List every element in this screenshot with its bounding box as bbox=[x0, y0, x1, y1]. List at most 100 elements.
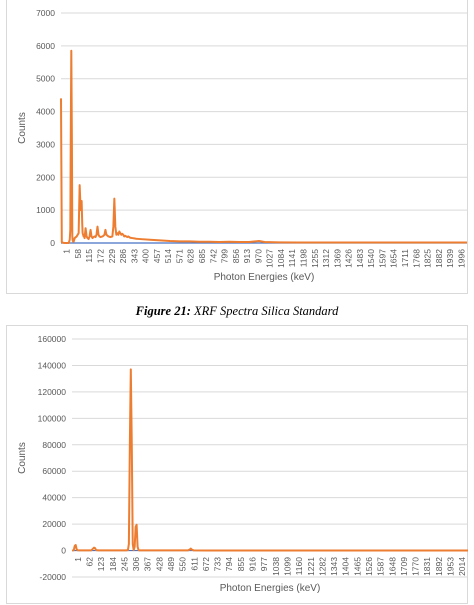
y-tick-label: 0 bbox=[61, 546, 66, 556]
x-tick-label: 1882 bbox=[434, 249, 444, 268]
y-tick-label: 40000 bbox=[42, 493, 66, 503]
x-tick-label: 1709 bbox=[399, 557, 409, 576]
x-tick-label: 1312 bbox=[321, 249, 331, 268]
x-tick-label: 62 bbox=[84, 557, 94, 567]
x-tick-label: 1255 bbox=[310, 249, 320, 268]
x-tick-label: 1426 bbox=[344, 249, 354, 268]
x-tick-label: 685 bbox=[197, 249, 207, 263]
x-tick-label: 1343 bbox=[329, 557, 339, 576]
x-tick-label: 970 bbox=[253, 249, 263, 263]
x-tick-label: 1141 bbox=[287, 249, 297, 268]
x-tick-label: 343 bbox=[129, 249, 139, 263]
x-tick-label: 229 bbox=[107, 249, 117, 263]
y-tick-label: 80000 bbox=[42, 440, 66, 450]
y-axis-title: Counts bbox=[17, 112, 28, 144]
y-tick-label: 2000 bbox=[36, 172, 55, 182]
y-tick-label: 140000 bbox=[38, 360, 67, 370]
x-tick-label: 2014 bbox=[457, 557, 467, 576]
y-axis-title: Counts bbox=[17, 442, 28, 474]
chart-2-container: -20000 0 20000 40000 60000 80000 100000 120000 1… bbox=[6, 325, 468, 604]
x-tick-label: 733 bbox=[213, 557, 223, 571]
x-tick-label: 1027 bbox=[265, 249, 275, 268]
x-tick-label: 1768 bbox=[411, 249, 421, 268]
y-tick-label: 5000 bbox=[36, 74, 55, 84]
chart-2-plot: -20000 0 20000 40000 60000 80000 100000 120000 1… bbox=[17, 334, 468, 594]
x-tick-label: 1892 bbox=[434, 557, 444, 576]
x-tick-label: 628 bbox=[186, 249, 196, 263]
figure-caption-text: XRF Spectra Silica Standard bbox=[194, 304, 339, 318]
x-tick-label: 550 bbox=[178, 557, 188, 571]
x-tick-label: 1587 bbox=[376, 557, 386, 576]
x-tick-label: 672 bbox=[201, 557, 211, 571]
x-tick-label: 1 bbox=[73, 557, 83, 562]
x-tick-label: 489 bbox=[166, 557, 176, 571]
y-tick-label: 4000 bbox=[36, 107, 55, 117]
x-axis-title: Photon Energies (keV) bbox=[214, 272, 315, 283]
x-tick-label: 1483 bbox=[355, 249, 365, 268]
x-tick-label: 115 bbox=[84, 249, 94, 263]
x-tick-label: 1084 bbox=[276, 249, 286, 268]
x-tick-label: 123 bbox=[96, 557, 106, 571]
y-tick-label: -20000 bbox=[40, 572, 67, 582]
x-tick-label: 856 bbox=[231, 249, 241, 263]
x-tick-label: 514 bbox=[163, 249, 173, 263]
y-tick-label: 1000 bbox=[36, 205, 55, 215]
x-tick-label: 58 bbox=[73, 249, 83, 259]
x-tick-label: 794 bbox=[224, 557, 234, 571]
x-tick-label: 1831 bbox=[422, 557, 432, 576]
x-tick-label: 916 bbox=[248, 557, 258, 571]
y-tick-label: 20000 bbox=[42, 519, 66, 529]
x-tick-label: 1711 bbox=[400, 249, 410, 268]
x-tick-label: 1 bbox=[62, 249, 72, 254]
x-tick-label: 1099 bbox=[282, 557, 292, 576]
series-line bbox=[60, 49, 467, 244]
x-tick-label: 1770 bbox=[411, 557, 421, 576]
figure-caption-label: Figure 21: bbox=[135, 304, 191, 318]
x-tick-label: 1465 bbox=[352, 557, 362, 576]
x-tick-label: 1540 bbox=[366, 249, 376, 268]
x-axis-title: Photon Energies (keV) bbox=[220, 583, 321, 594]
figure-caption: Figure 21: XRF Spectra Silica Standard bbox=[0, 304, 474, 319]
x-tick-label: 1282 bbox=[317, 557, 327, 576]
x-tick-label: 799 bbox=[220, 249, 230, 263]
x-tick-label: 286 bbox=[118, 249, 128, 263]
x-tick-label: 611 bbox=[189, 557, 199, 571]
y-tick-label: 3000 bbox=[36, 139, 55, 149]
y-tick-label: 0 bbox=[50, 238, 55, 248]
x-tick-label: 1221 bbox=[306, 557, 316, 576]
y-tick-label: 7000 bbox=[36, 8, 55, 18]
x-tick-label: 1369 bbox=[332, 249, 342, 268]
x-tick-label: 1825 bbox=[423, 249, 433, 268]
x-tick-label: 1404 bbox=[341, 557, 351, 576]
x-tick-label: 742 bbox=[208, 249, 218, 263]
x-tick-label: 1597 bbox=[377, 249, 387, 268]
x-tick-label: 1038 bbox=[271, 557, 281, 576]
x-tick-label: 400 bbox=[141, 249, 151, 263]
x-tick-label: 1654 bbox=[389, 249, 399, 268]
x-tick-label: 855 bbox=[236, 557, 246, 571]
x-tick-label: 1996 bbox=[456, 249, 466, 268]
y-tick-label: 6000 bbox=[36, 41, 55, 51]
y-tick-label: 60000 bbox=[42, 466, 66, 476]
x-tick-label: 1526 bbox=[364, 557, 374, 576]
x-tick-label: 1953 bbox=[446, 557, 456, 576]
chart-1-plot: 0 1000 2000 3000 4000 5000 6000 7000 1 58 115 172 22… bbox=[17, 8, 467, 283]
x-tick-label: 367 bbox=[143, 557, 153, 571]
series-line bbox=[71, 368, 468, 552]
chart-1-container: 0 1000 2000 3000 4000 5000 6000 7000 1 58 115 172 22… bbox=[6, 0, 468, 294]
y-tick-label: 100000 bbox=[38, 413, 67, 423]
x-tick-label: 306 bbox=[131, 557, 141, 571]
x-tick-label: 1198 bbox=[298, 249, 308, 268]
y-tick-label: 120000 bbox=[38, 387, 67, 397]
x-tick-label: 913 bbox=[242, 249, 252, 263]
x-tick-label: 172 bbox=[95, 249, 105, 263]
x-tick-label: 457 bbox=[152, 249, 162, 263]
x-tick-label: 1648 bbox=[387, 557, 397, 576]
x-tick-label: 977 bbox=[259, 557, 269, 571]
x-tick-label: 571 bbox=[174, 249, 184, 263]
x-tick-label: 245 bbox=[119, 557, 129, 571]
x-tick-label: 1160 bbox=[294, 557, 304, 576]
x-tick-label: 428 bbox=[154, 557, 164, 571]
x-tick-label: 1939 bbox=[445, 249, 455, 268]
y-tick-label: 160000 bbox=[38, 334, 67, 344]
